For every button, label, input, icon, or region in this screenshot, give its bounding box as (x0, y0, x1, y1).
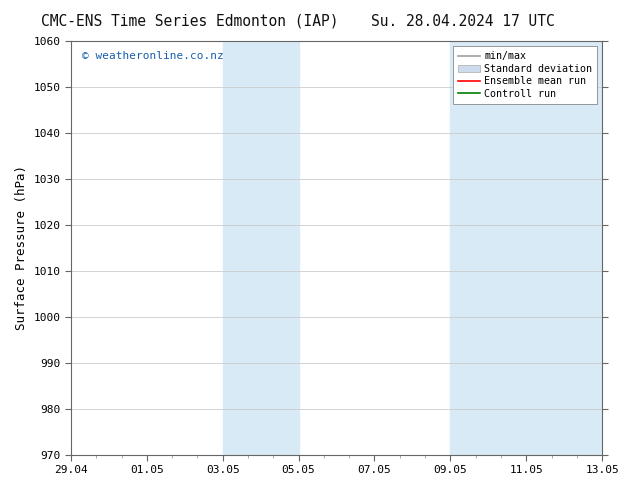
Text: CMC-ENS Time Series Edmonton (IAP): CMC-ENS Time Series Edmonton (IAP) (41, 14, 339, 29)
Text: © weatheronline.co.nz: © weatheronline.co.nz (82, 51, 223, 61)
Bar (450, 41, 602, 455)
Y-axis label: Surface Pressure (hPa): Surface Pressure (hPa) (15, 165, 28, 330)
Bar (223, 41, 299, 455)
Legend: min/max, Standard deviation, Ensemble mean run, Controll run: min/max, Standard deviation, Ensemble me… (453, 46, 597, 103)
Text: Su. 28.04.2024 17 UTC: Su. 28.04.2024 17 UTC (371, 14, 555, 29)
